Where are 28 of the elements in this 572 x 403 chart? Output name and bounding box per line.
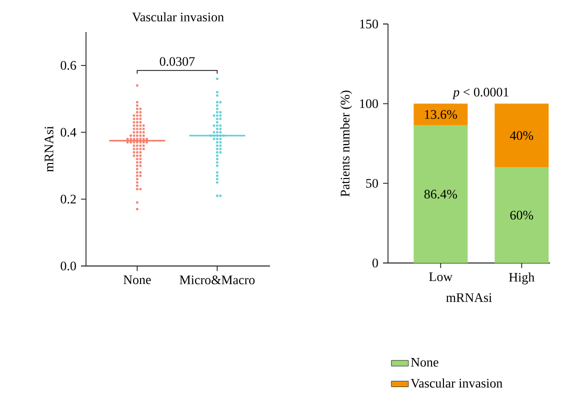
y-axis-title: Patients number (%) bbox=[340, 90, 352, 197]
x-tick-label: None bbox=[124, 276, 151, 284]
y-tick-label: 0 bbox=[372, 258, 378, 268]
legend-label: Vascular invasion bbox=[410, 378, 502, 388]
chart-title: Vascular invasion bbox=[132, 12, 224, 22]
y-axis-title: mRNAsi bbox=[44, 126, 54, 172]
x-axis-title: mRNAsi bbox=[446, 293, 492, 302]
data-label: 86.4% bbox=[424, 190, 458, 199]
y-tick-label: 50 bbox=[366, 178, 378, 188]
data-label: 13.6% bbox=[425, 110, 458, 119]
legend-label: None bbox=[410, 358, 438, 367]
y-tick-label: 0.0 bbox=[60, 262, 76, 270]
x-tick-label: High bbox=[509, 272, 534, 284]
y-tick-label: 0.2 bbox=[60, 194, 76, 204]
data-label: 40% bbox=[510, 131, 534, 140]
y-tick-label: 0.6 bbox=[60, 61, 76, 70]
y-tick-label: 100 bbox=[360, 99, 378, 108]
bar bbox=[494, 104, 549, 168]
data-label: 60% bbox=[510, 210, 534, 220]
x-tick-label: Low bbox=[429, 272, 453, 282]
y-tick-label: 0.4 bbox=[60, 128, 76, 137]
bar bbox=[414, 125, 468, 263]
x-tick-label: Micro&Macro bbox=[180, 276, 255, 284]
bar bbox=[494, 167, 549, 263]
bar bbox=[414, 104, 468, 126]
y-tick-label: 150 bbox=[360, 20, 378, 28]
annotation: p < 0.0001 bbox=[452, 88, 508, 100]
annotation: 0.0307 bbox=[160, 57, 195, 66]
